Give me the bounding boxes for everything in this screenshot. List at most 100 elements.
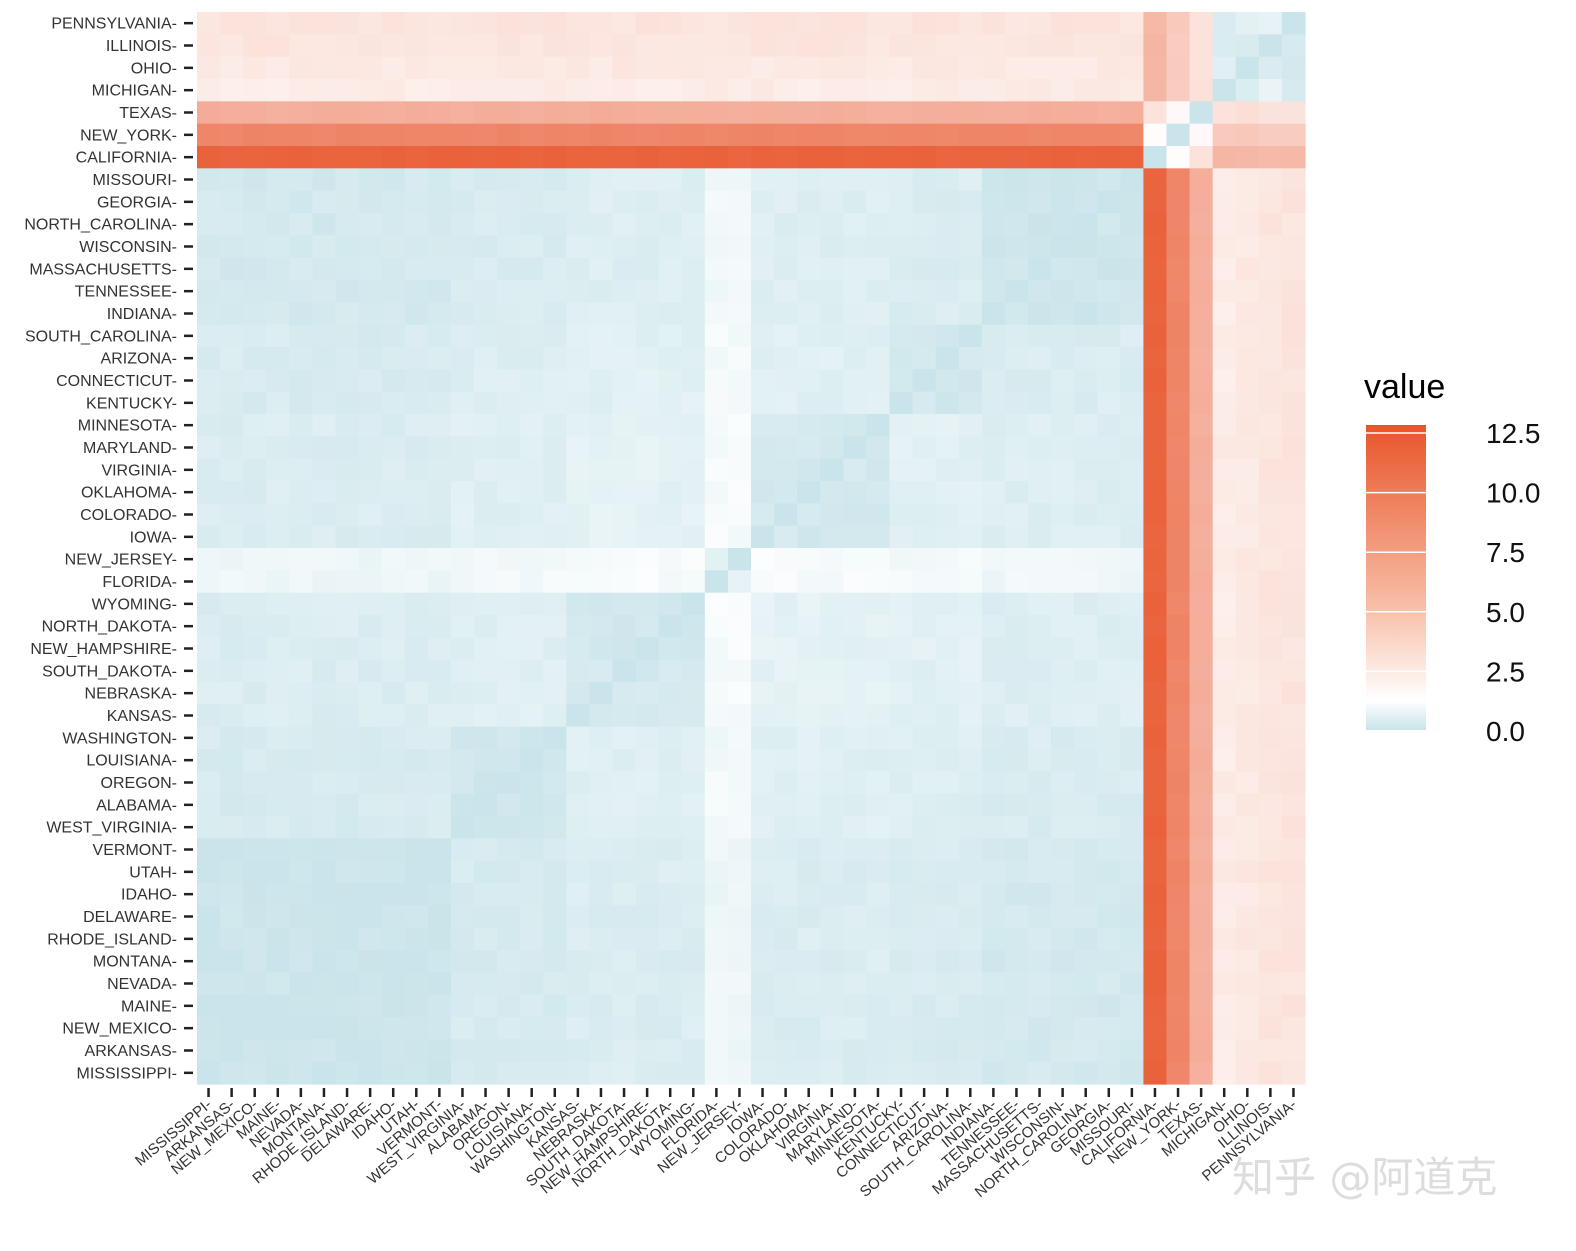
heatmap-cell [243, 704, 267, 728]
heatmap-cell [1212, 391, 1237, 415]
heatmap-cell [335, 235, 360, 259]
heatmap-cell [335, 503, 360, 527]
heatmap-cell [1258, 79, 1283, 102]
heatmap-cell [1097, 79, 1121, 102]
heatmap-cell [1212, 458, 1237, 482]
heatmap-cell [774, 704, 798, 728]
heatmap-cell [335, 816, 360, 839]
heatmap-cell [1004, 659, 1029, 683]
heatmap-cell [820, 525, 844, 549]
heatmap-cell [197, 1017, 221, 1040]
heatmap-cell [1004, 257, 1029, 281]
heatmap-cell [197, 503, 221, 527]
heatmap-cell [635, 347, 660, 370]
heatmap-cell [450, 659, 475, 683]
heatmap-cell [612, 324, 637, 348]
heatmap-cell [635, 548, 660, 571]
heatmap-cell [981, 34, 1006, 58]
heatmap-cell [681, 213, 706, 236]
heatmap-cell [427, 503, 452, 527]
heatmap-cell [612, 927, 637, 951]
heatmap-cell [612, 838, 637, 862]
heatmap-cell [797, 369, 821, 393]
heatmap-cell [981, 280, 1006, 303]
heatmap-cell [797, 816, 821, 839]
heatmap-cell [497, 927, 521, 951]
heatmap-cell [220, 123, 244, 147]
heatmap-cell [335, 883, 360, 906]
heatmap-cell [704, 347, 729, 370]
y-tick-label: GEORGIA- [97, 194, 177, 211]
heatmap-cell [197, 146, 221, 169]
heatmap-cell [1097, 838, 1121, 862]
heatmap-cell [243, 213, 267, 236]
heatmap-cell [358, 324, 383, 348]
y-tick-label: NEW_HAMPSHIRE- [30, 641, 177, 658]
heatmap-cell [450, 883, 475, 906]
heatmap-cell [589, 860, 614, 884]
heatmap-cell [1189, 1061, 1214, 1085]
heatmap-cell [312, 56, 337, 80]
heatmap-cell [497, 235, 521, 259]
heatmap-cell [243, 1061, 267, 1085]
heatmap-cell [820, 324, 844, 348]
heatmap-cell [1028, 391, 1052, 415]
heatmap-cell [450, 414, 475, 437]
heatmap-cell [751, 950, 775, 973]
heatmap-cell [289, 146, 314, 169]
heatmap-cell [912, 56, 937, 80]
heatmap-cell [866, 637, 891, 661]
heatmap-cell [1189, 793, 1214, 817]
heatmap-cell [381, 12, 406, 35]
heatmap-cell [520, 391, 544, 415]
heatmap-cell [1097, 1061, 1121, 1085]
heatmap-cell [612, 749, 637, 772]
heatmap-cell [635, 34, 660, 58]
heatmap-cell [289, 1039, 314, 1063]
heatmap-cell [1028, 793, 1052, 817]
heatmap-cell [266, 1017, 290, 1040]
heatmap-cell [312, 213, 337, 236]
heatmap-cell [1212, 793, 1237, 817]
heatmap-cell [497, 615, 521, 638]
heatmap-cell [312, 749, 337, 772]
heatmap-cell [1281, 883, 1306, 906]
heatmap-cell [266, 101, 290, 125]
heatmap-cell [727, 1017, 752, 1040]
heatmap-cell [658, 436, 683, 460]
heatmap-cell [566, 324, 591, 348]
heatmap-cell [774, 726, 798, 750]
heatmap-cell [335, 481, 360, 504]
heatmap-cell [635, 1061, 660, 1085]
heatmap-cell [1235, 570, 1260, 594]
y-tick-label: ARIZONA- [101, 351, 177, 368]
heatmap-cell [774, 905, 798, 929]
heatmap-cell [220, 458, 244, 482]
heatmap-cell [1074, 458, 1098, 482]
heatmap-cell [404, 726, 429, 750]
heatmap-cell [1235, 637, 1260, 661]
y-tick-label: KANSAS- [107, 708, 177, 725]
heatmap-cell [312, 771, 337, 795]
heatmap-cell [220, 659, 244, 683]
heatmap-cell [1143, 12, 1168, 35]
heatmap-cell [1143, 570, 1168, 594]
heatmap-cell [220, 1017, 244, 1040]
heatmap-cell [981, 838, 1006, 862]
heatmap-cell [1097, 257, 1121, 281]
heatmap-cell [450, 749, 475, 772]
heatmap-cell [589, 726, 614, 750]
heatmap-cell [543, 704, 567, 728]
heatmap-cell [843, 637, 868, 661]
heatmap-cell [797, 704, 821, 728]
heatmap-cell [1281, 771, 1306, 795]
heatmap-cell [635, 525, 660, 549]
heatmap-cell [358, 816, 383, 839]
heatmap-cell [266, 659, 290, 683]
heatmap-cell [289, 950, 314, 973]
heatmap-cell [635, 771, 660, 795]
heatmap-cell [1143, 860, 1168, 884]
heatmap-cell [312, 34, 337, 58]
heatmap-cell [635, 481, 660, 504]
heatmap-cell [243, 324, 267, 348]
